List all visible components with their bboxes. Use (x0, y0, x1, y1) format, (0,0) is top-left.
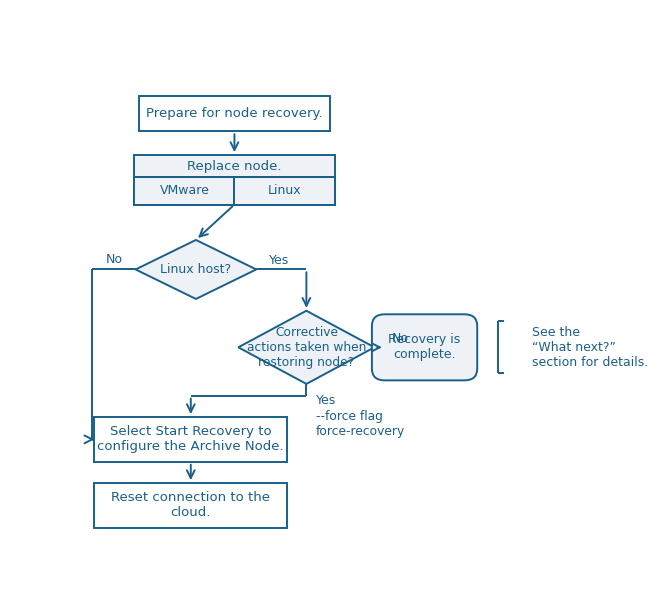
Text: Linux host?: Linux host? (160, 263, 231, 276)
Text: Corrective
actions taken when
restoring node?: Corrective actions taken when restoring … (247, 326, 366, 369)
Text: VMware: VMware (159, 185, 210, 197)
Text: Reset connection to the
cloud.: Reset connection to the cloud. (111, 492, 271, 519)
Polygon shape (135, 240, 257, 299)
Text: See the
“What next?”
section for details.: See the “What next?” section for details… (532, 326, 648, 369)
Text: Recovery is
complete.: Recovery is complete. (389, 333, 461, 361)
Text: Yes: Yes (269, 254, 290, 267)
Text: Select Start Recovery to
configure the Archive Node.: Select Start Recovery to configure the A… (97, 425, 284, 454)
Text: Yes: Yes (316, 394, 336, 407)
Text: Replace node.: Replace node. (187, 159, 282, 173)
FancyBboxPatch shape (94, 417, 287, 462)
Polygon shape (238, 311, 375, 384)
Text: No: No (392, 332, 408, 345)
Text: Prepare for node recovery.: Prepare for node recovery. (146, 107, 323, 120)
Text: --force flag
force-recovery: --force flag force-recovery (316, 410, 405, 438)
FancyBboxPatch shape (134, 155, 335, 205)
Text: Linux: Linux (268, 185, 302, 197)
FancyBboxPatch shape (235, 177, 335, 205)
Text: No: No (105, 253, 123, 265)
FancyBboxPatch shape (134, 177, 235, 205)
FancyBboxPatch shape (139, 96, 330, 131)
FancyBboxPatch shape (94, 483, 287, 528)
FancyBboxPatch shape (372, 314, 477, 380)
